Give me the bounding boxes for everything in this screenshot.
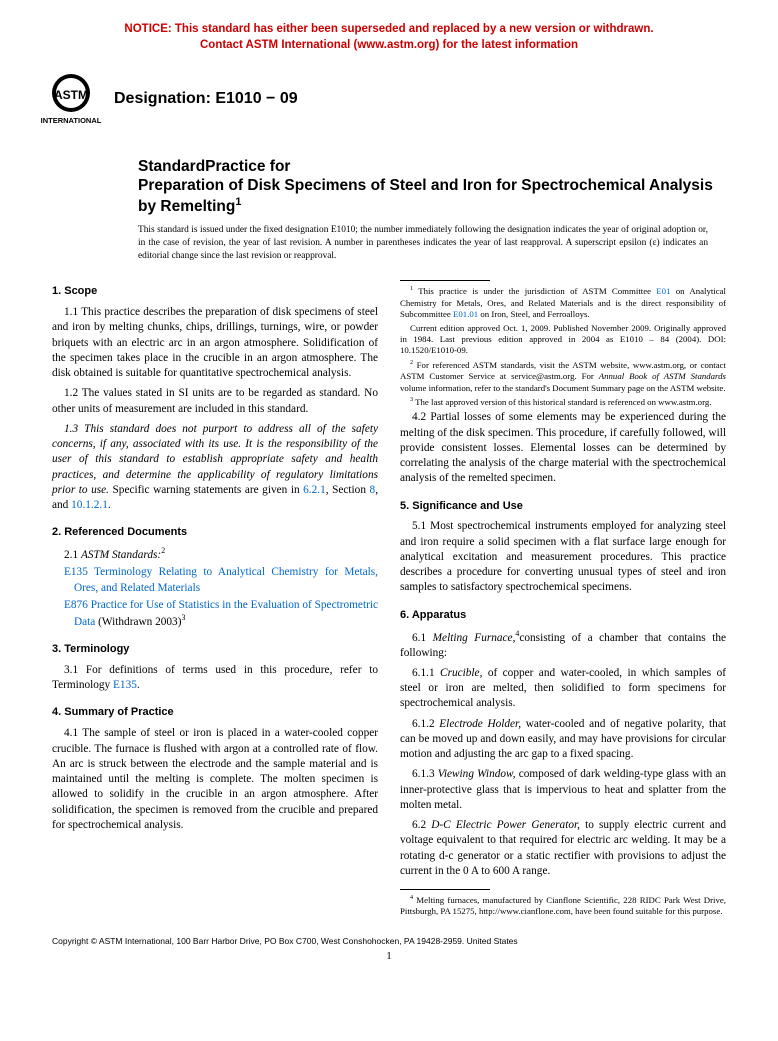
- footnote-block-left: 1 This practice is under the jurisdictio…: [400, 285, 726, 408]
- notice-banner: NOTICE: This standard has either been su…: [52, 22, 726, 53]
- para-6-1-2-pre: 6.1.2: [412, 718, 439, 730]
- para-4-1: 4.1 The sample of steel or iron is place…: [52, 726, 378, 833]
- heading-scope: 1. Scope: [52, 284, 378, 299]
- designation-label: Designation: E1010 − 09: [114, 90, 298, 108]
- para-6-1-1-italic: Crucible,: [440, 667, 482, 679]
- header-block: ASTM INTERNATIONAL Designation: E1010 − …: [40, 71, 726, 127]
- ref-e876: E876 Practice for Use of Statistics in t…: [52, 598, 378, 630]
- ref-e876-tail: (Withdrawn 2003): [95, 616, 181, 628]
- issuance-note: This standard is issued under the fixed …: [138, 224, 726, 262]
- notice-line-1: NOTICE: This standard has either been su…: [124, 23, 653, 35]
- para-6-1-pre: 6.1: [412, 631, 433, 643]
- para-2-1: 2.1 ASTM Standards:2: [52, 546, 378, 563]
- footnote-separator-right: [400, 889, 490, 890]
- para-1-1: 1.1 This practice describes the preparat…: [52, 305, 378, 381]
- para-6-1-3-pre: 6.1.3: [412, 768, 438, 780]
- title-kicker: StandardPractice for: [138, 157, 726, 176]
- para-3-1-pre: 3.1 For definitions of terms used in thi…: [52, 664, 378, 691]
- para-6-2-italic: D-C Electric Power Generator,: [431, 819, 580, 831]
- link-e135[interactable]: E135: [64, 566, 88, 578]
- svg-text:INTERNATIONAL: INTERNATIONAL: [41, 116, 102, 125]
- link-e01[interactable]: E01: [656, 286, 670, 296]
- left-footnotes-block: 1 This practice is under the jurisdictio…: [400, 280, 726, 408]
- document-page: NOTICE: This standard has either been su…: [0, 0, 778, 982]
- footnote-4: 4 Melting furnaces, manufactured by Cian…: [400, 894, 726, 918]
- fn4-text: Melting furnaces, manufactured by Cianfl…: [400, 895, 726, 916]
- para-6-1-2: 6.1.2 Electrode Holder, water-cooled and…: [400, 717, 726, 763]
- footnote-block-right: 4 Melting furnaces, manufactured by Cian…: [400, 894, 726, 918]
- para-2-1-pre: 2.1: [64, 549, 81, 561]
- para-6-1: 6.1 Melting Furnace,4consisting of a cha…: [400, 629, 726, 661]
- link-e01-01[interactable]: E01.01: [453, 309, 478, 319]
- fn1-tail: on Iron, Steel, and Ferroalloys.: [478, 309, 589, 319]
- para-2-1-italic: ASTM Standards:: [81, 549, 161, 561]
- copyright-line: Copyright © ASTM International, 100 Barr…: [52, 936, 726, 946]
- link-e135-text[interactable]: Terminology Relating to Analytical Chemi…: [74, 566, 378, 593]
- footnote-3: 3 The last approved version of this hist…: [400, 396, 726, 408]
- para-1-2: 1.2 The values stated in SI units are to…: [52, 386, 378, 417]
- ref-e135: E135 Terminology Relating to Analytical …: [52, 565, 378, 596]
- para-4-2: 4.2 Partial losses of some elements may …: [400, 410, 726, 486]
- para-1-3-end: .: [108, 499, 111, 511]
- para-6-1-1: 6.1.1 Crucible, of copper and water-cool…: [400, 666, 726, 712]
- title-main-text: Preparation of Disk Specimens of Steel a…: [138, 177, 713, 215]
- heading-refdocs: 2. Referenced Documents: [52, 525, 378, 540]
- para-3-1-end: .: [137, 679, 140, 691]
- para-6-2-pre: 6.2: [412, 819, 431, 831]
- footnote-separator-left: [400, 280, 490, 281]
- para-1-3: 1.3 This standard does not purport to ad…: [52, 422, 378, 514]
- body-columns: 1. Scope 1.1 This practice describes the…: [52, 280, 726, 917]
- title-superscript: 1: [235, 196, 241, 208]
- para-1-3-mid: , Section: [326, 484, 370, 496]
- heading-significance: 5. Significance and Use: [400, 499, 726, 514]
- footnote-1: 1 This practice is under the jurisdictio…: [400, 285, 726, 320]
- para-3-1: 3.1 For definitions of terms used in thi…: [52, 663, 378, 694]
- svg-text:ASTM: ASTM: [54, 88, 88, 102]
- astm-logo: ASTM INTERNATIONAL: [40, 71, 102, 127]
- page-number: 1: [52, 950, 726, 962]
- heading-summary: 4. Summary of Practice: [52, 705, 378, 720]
- para-1-3-tail: Specific warning statements are given in: [109, 484, 303, 496]
- fn2-italic: Annual Book of ASTM Standards: [599, 371, 726, 381]
- para-6-1-2-italic: Electrode Holder,: [439, 718, 521, 730]
- para-6-1-italic: Melting Furnace,: [433, 631, 516, 643]
- para-6-1-3: 6.1.3 Viewing Window, composed of dark w…: [400, 767, 726, 813]
- para-6-2: 6.2 D-C Electric Power Generator, to sup…: [400, 818, 726, 879]
- heading-terminology: 3. Terminology: [52, 642, 378, 657]
- para-2-1-sup: 2: [161, 546, 165, 555]
- right-footnotes-block: 4 Melting furnaces, manufactured by Cian…: [400, 889, 726, 918]
- notice-line-2: Contact ASTM International (www.astm.org…: [200, 39, 578, 51]
- fn3-text: The last approved version of this histor…: [413, 397, 711, 407]
- para-5-1: 5.1 Most spectrochemical instruments emp…: [400, 519, 726, 595]
- fn1-text: This practice is under the jurisdiction …: [413, 286, 656, 296]
- title-main: Preparation of Disk Specimens of Steel a…: [138, 176, 726, 216]
- heading-apparatus: 6. Apparatus: [400, 608, 726, 623]
- footnote-1-p2: Current edition approved Oct. 1, 2009. P…: [400, 323, 726, 357]
- link-e135-term[interactable]: E135: [113, 679, 137, 691]
- title-block: StandardPractice for Preparation of Disk…: [138, 157, 726, 216]
- footnote-2: 2 For referenced ASTM standards, visit t…: [400, 359, 726, 394]
- para-6-1-1-pre: 6.1.1: [412, 667, 440, 679]
- ref-e876-sup: 3: [181, 613, 185, 622]
- link-e876[interactable]: E876: [64, 599, 88, 611]
- fn2-tail: volume information, refer to the standar…: [400, 383, 726, 393]
- link-6-2-1[interactable]: 6.2.1: [303, 484, 326, 496]
- para-6-1-3-italic: Viewing Window,: [438, 768, 516, 780]
- link-10-1-2-1[interactable]: 10.1.2.1: [71, 499, 108, 511]
